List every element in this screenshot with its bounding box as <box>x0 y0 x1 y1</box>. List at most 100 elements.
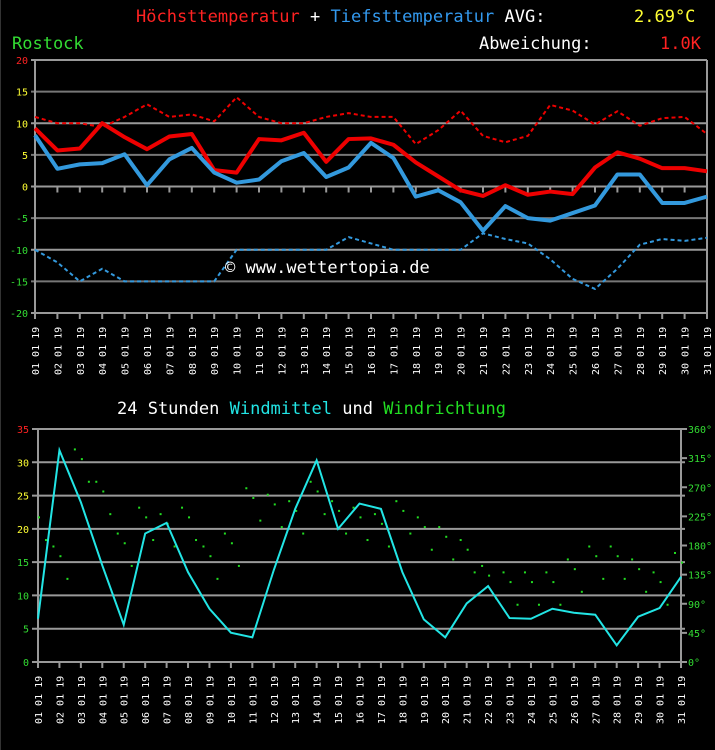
x-tick-label: 16 01 19 <box>367 327 378 375</box>
series-wind-speed <box>37 446 682 648</box>
x-tick-label: 26 01 19 <box>591 327 602 375</box>
wind-direction-dot <box>352 506 355 509</box>
series-record-min <box>34 232 708 290</box>
wind-x-tick-label: 09 01 19 <box>205 676 216 724</box>
x-tick-label: 23 01 19 <box>524 327 535 375</box>
x-tick-label: 12 01 19 <box>277 327 288 375</box>
wind-direction-dot <box>216 577 219 580</box>
wind-direction-dot <box>645 590 648 593</box>
x-tick-label: 29 01 19 <box>658 327 669 375</box>
wind-y2-tick-label: 225° <box>688 512 712 523</box>
wind-direction-dot <box>331 500 334 503</box>
wind-direction-dot <box>452 558 455 561</box>
wind-direction-dot <box>666 603 669 606</box>
y-tick-label: 10 <box>16 119 28 130</box>
x-tick-label: 30 01 19 <box>681 327 692 375</box>
wind-y-tick-label: 5 <box>23 625 29 636</box>
series-max <box>33 121 708 198</box>
x-tick-label: 25 01 19 <box>569 327 580 375</box>
wind-direction-dot <box>202 545 205 548</box>
wind-direction-dot <box>338 509 341 512</box>
wind-x-tick-label: 28 01 19 <box>613 676 624 724</box>
wind-direction-dot <box>302 532 305 535</box>
wind-direction-dot <box>674 551 676 554</box>
wind-x-tick-label: 12 01 19 <box>270 676 281 724</box>
wind-x-tick-label: 23 01 19 <box>506 676 517 724</box>
wind-x-tick-label: 15 01 19 <box>334 676 345 724</box>
wind-direction-dot <box>537 603 540 606</box>
wind-direction-dot <box>223 532 226 535</box>
wind-x-tick-label: 11 01 19 <box>248 676 259 724</box>
wind-direction-dot <box>359 516 362 519</box>
wind-y2-tick-label: 180° <box>688 542 712 553</box>
wind-x-tick-label: 22 01 19 <box>484 676 495 724</box>
wind-direction-dot <box>288 500 291 503</box>
wind-direction-dot <box>38 516 40 519</box>
wind-y2-tick-label: 135° <box>688 571 712 582</box>
x-tick-label: 15 01 19 <box>345 327 356 375</box>
wind-x-tick-label: 16 01 19 <box>356 676 367 724</box>
wind-direction-dot <box>580 590 583 593</box>
wind-direction-dot <box>323 513 326 516</box>
wind-direction-dot <box>616 555 619 558</box>
wind-x-tick-label: 19 01 19 <box>420 676 431 724</box>
x-tick-label: 24 01 19 <box>546 327 557 375</box>
x-tick-label: 20 01 19 <box>457 327 468 375</box>
wind-y2-tick-label: 0° <box>688 658 700 669</box>
x-tick-label: 13 01 19 <box>300 327 311 375</box>
x-tick-label: 14 01 19 <box>322 327 333 375</box>
wind-x-tick-label: 02 01 19 <box>55 676 66 724</box>
wind-direction-dot <box>116 532 119 535</box>
wind-y-tick-label: 35 <box>17 425 29 436</box>
wind-direction-dot <box>466 548 469 551</box>
wind-direction-dot <box>595 555 598 558</box>
x-tick-label: 06 01 19 <box>143 327 154 375</box>
wind-x-tick-label: 26 01 19 <box>570 676 581 724</box>
wind-direction-dot <box>181 506 184 509</box>
wind-direction-dot <box>295 509 298 512</box>
wind-direction-dot <box>73 448 76 451</box>
wind-direction-dot <box>316 490 319 493</box>
wind-y2-tick-label: 45° <box>688 629 706 640</box>
deviation-label: Abweichung: <box>479 34 592 54</box>
series-record-max <box>34 96 708 146</box>
wind-chart-title: 24 Stunden Windmittel und Windrichtung <box>117 399 506 419</box>
title-max: Höchsttemperatur <box>136 7 300 27</box>
wind-y2-tick-label: 315° <box>688 454 712 465</box>
x-tick-label: 04 01 19 <box>98 327 109 375</box>
x-tick-label: 21 01 19 <box>479 327 490 375</box>
wind-y-tick-label: 10 <box>17 591 29 602</box>
wind-direction-dot <box>552 581 555 584</box>
wind-direction-dot <box>430 548 433 551</box>
wind-y-tick-label: 25 <box>17 492 29 503</box>
wind-direction-dot <box>266 493 269 496</box>
x-tick-label: 08 01 19 <box>188 327 199 375</box>
wind-direction-dot <box>309 480 312 483</box>
watermark: © www.wettertopia.de <box>225 258 430 278</box>
y-tick-label: -5 <box>16 214 28 225</box>
x-tick-label: 05 01 19 <box>121 327 132 375</box>
wind-direction-dot <box>52 545 55 548</box>
chart-title: Höchsttemperatur + Tiefsttemperatur AVG: <box>136 7 545 27</box>
wind-direction-dot <box>59 555 62 558</box>
wind-direction-dot <box>559 603 562 606</box>
wind-y-tick-label: 20 <box>17 525 29 536</box>
wind-direction-dot <box>488 574 491 577</box>
y-tick-label: -10 <box>10 246 28 257</box>
wind-x-tick-label: 08 01 19 <box>184 676 195 724</box>
x-tick-label: 11 01 19 <box>255 327 266 375</box>
y-tick-label: 20 <box>16 56 28 67</box>
wind-direction-dot <box>102 490 105 493</box>
wind-title-und: und <box>342 399 373 419</box>
wind-direction-dot <box>395 500 398 503</box>
wind-direction-dot <box>87 480 90 483</box>
wind-direction-dot <box>109 513 112 516</box>
wind-direction-dot <box>652 571 655 574</box>
wind-direction-dot <box>523 571 526 574</box>
wind-direction-dot <box>152 539 155 542</box>
wind-direction-dot <box>195 539 198 542</box>
location-name: Rostock <box>12 34 84 54</box>
title-min: Tiefsttemperatur <box>330 7 495 27</box>
x-tick-label: 28 01 19 <box>636 327 647 375</box>
